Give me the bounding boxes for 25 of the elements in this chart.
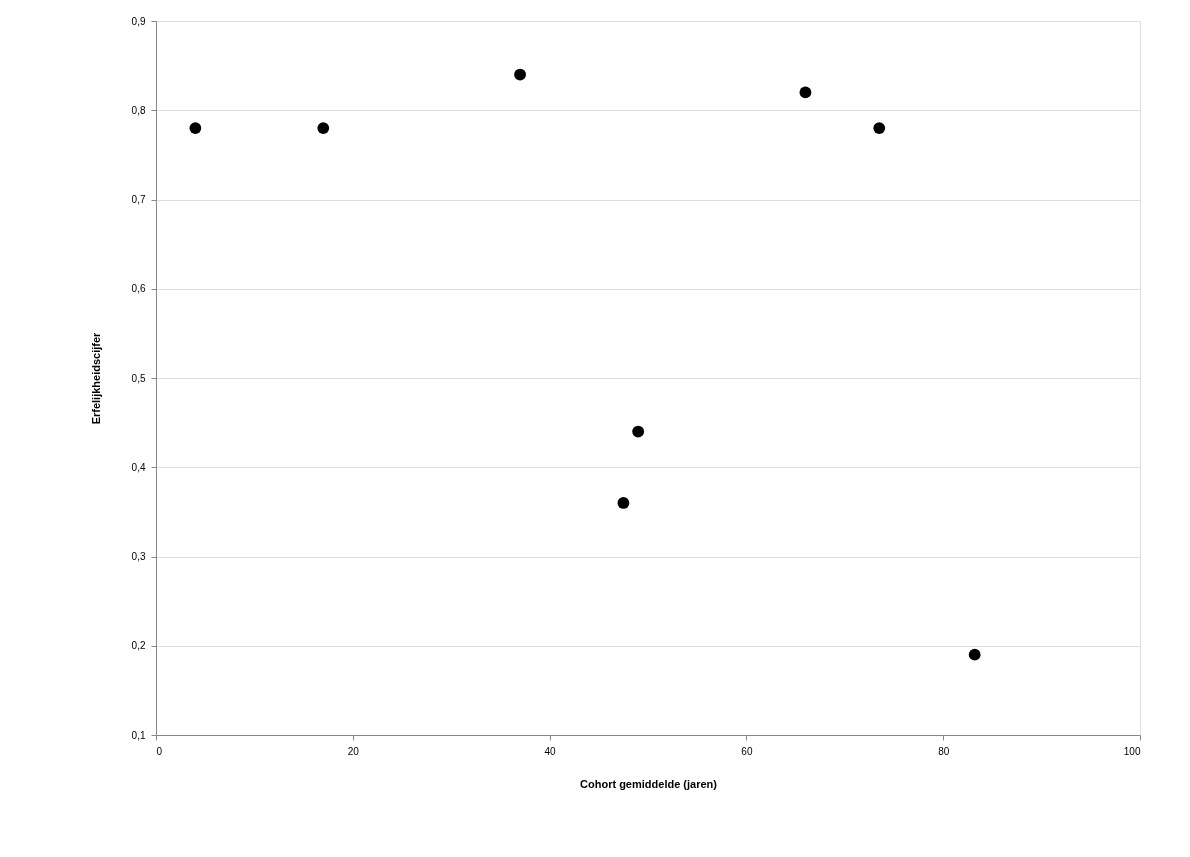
- y-tick-label: 0,2: [131, 640, 146, 652]
- point: [968, 648, 981, 661]
- y-tick-label: 0,6: [131, 283, 146, 295]
- point: [317, 122, 330, 134]
- y-tick-label: 0,3: [131, 551, 146, 562]
- y-tick-label: 0,8: [131, 104, 146, 116]
- point: [617, 497, 630, 509]
- point: [514, 68, 526, 81]
- y-tick-label: 0,9: [131, 15, 146, 27]
- y-axis-title: Erfelijkheidscijfer: [89, 331, 102, 425]
- y-tick-label: 0,5: [131, 372, 146, 384]
- y-tick-label: 0,7: [131, 194, 146, 205]
- x-tick-label: 60: [741, 745, 753, 757]
- y-tick-label: 0,1: [131, 729, 146, 741]
- x-tick-label: 40: [544, 745, 557, 757]
- x-tick-label: 0: [156, 745, 163, 757]
- point: [873, 122, 886, 134]
- point: [632, 425, 645, 438]
- x-tick-label: 80: [938, 745, 950, 757]
- point: [189, 122, 202, 134]
- x-axis-title: Cohort gemiddelde (jaren): [580, 777, 718, 790]
- y-tick-label: 0,4: [131, 461, 146, 473]
- x-tick-label: 100: [1123, 745, 1141, 757]
- x-tick-label: 20: [347, 745, 360, 757]
- point: [799, 86, 812, 99]
